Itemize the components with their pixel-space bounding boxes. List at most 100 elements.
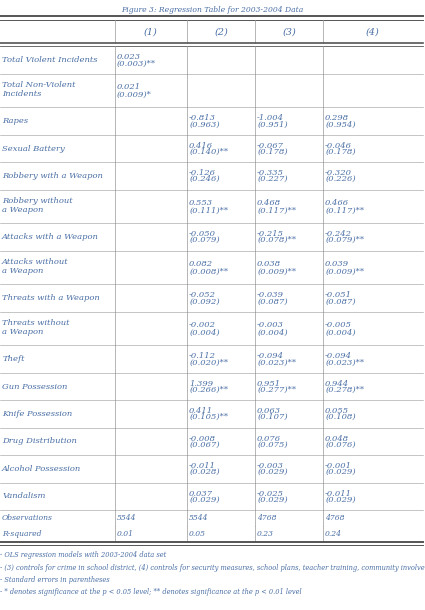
Text: Theft: Theft <box>2 355 25 363</box>
Text: (0.105)**: (0.105)** <box>189 414 228 422</box>
Text: Vandalism: Vandalism <box>2 492 45 500</box>
Text: (0.226): (0.226) <box>325 175 356 183</box>
Text: Knife Possession: Knife Possession <box>2 410 72 418</box>
Text: (0.108): (0.108) <box>325 414 356 422</box>
Text: 4768: 4768 <box>257 514 277 522</box>
Text: -0.335: -0.335 <box>257 169 284 178</box>
Text: 0.24: 0.24 <box>325 529 342 538</box>
Text: (0.008)**: (0.008)** <box>189 268 228 276</box>
Text: (0.963): (0.963) <box>189 120 220 129</box>
Text: -0.003: -0.003 <box>257 462 284 470</box>
Text: Robbery without
a Weapon: Robbery without a Weapon <box>2 196 73 214</box>
Text: (0.023)**: (0.023)** <box>257 359 296 367</box>
Text: (4): (4) <box>366 27 380 36</box>
Text: Threats without
a Weapon: Threats without a Weapon <box>2 318 70 336</box>
Text: Attacks with a Weapon: Attacks with a Weapon <box>2 233 99 241</box>
Text: (0.266)**: (0.266)** <box>189 386 228 394</box>
Text: Figure 3: Regression Table for 2003-2004 Data: Figure 3: Regression Table for 2003-2004… <box>122 6 303 14</box>
Text: (0.029): (0.029) <box>257 495 288 503</box>
Text: (0.029): (0.029) <box>325 468 356 476</box>
Text: (0.954): (0.954) <box>325 120 356 129</box>
Text: 5544: 5544 <box>117 514 136 522</box>
Text: (0.178): (0.178) <box>325 148 356 156</box>
Text: - (3) controls for crime in school district, (4) controls for security measures,: - (3) controls for crime in school distr… <box>0 564 425 572</box>
Text: -0.050: -0.050 <box>189 231 216 239</box>
Text: (0.029): (0.029) <box>189 495 220 503</box>
Text: (0.227): (0.227) <box>257 175 288 183</box>
Text: (0.004): (0.004) <box>189 329 220 337</box>
Text: 0.416: 0.416 <box>189 142 213 150</box>
Text: 0.063: 0.063 <box>257 407 281 415</box>
Text: Total Violent Incidents: Total Violent Incidents <box>2 56 98 64</box>
Text: -0.005: -0.005 <box>325 321 352 329</box>
Text: (0.117)**: (0.117)** <box>257 207 296 215</box>
Text: (0.092): (0.092) <box>189 298 220 306</box>
Text: (0.178): (0.178) <box>257 148 288 156</box>
Text: Rapes: Rapes <box>2 117 28 125</box>
Text: 0.553: 0.553 <box>189 199 213 207</box>
Text: (0.004): (0.004) <box>257 329 288 337</box>
Text: -0.112: -0.112 <box>189 353 216 361</box>
Text: 0.05: 0.05 <box>189 529 206 538</box>
Text: 0.951: 0.951 <box>257 380 281 388</box>
Text: 0.023: 0.023 <box>117 53 141 62</box>
Text: - * denotes significance at the p < 0.05 level; ** denotes significance at the p: - * denotes significance at the p < 0.05… <box>0 588 302 596</box>
Text: 0.076: 0.076 <box>257 435 281 443</box>
Text: (0.029): (0.029) <box>325 495 356 503</box>
Text: 0.038: 0.038 <box>257 260 281 268</box>
Text: -0.039: -0.039 <box>257 292 284 300</box>
Text: -0.813: -0.813 <box>189 115 216 123</box>
Text: 0.23: 0.23 <box>257 529 274 538</box>
Text: (0.951): (0.951) <box>257 120 288 129</box>
Text: (0.078)**: (0.078)** <box>257 236 296 245</box>
Text: (0.140)**: (0.140)** <box>189 148 228 156</box>
Text: (0.003)**: (0.003)** <box>117 59 156 67</box>
Text: Alcohol Possession: Alcohol Possession <box>2 465 81 473</box>
Text: 0.021: 0.021 <box>117 83 141 92</box>
Text: -0.046: -0.046 <box>325 142 352 150</box>
Text: -0.094: -0.094 <box>257 353 284 361</box>
Text: 0.466: 0.466 <box>325 199 349 207</box>
Text: (0.079): (0.079) <box>189 236 220 245</box>
Text: 0.082: 0.082 <box>189 260 213 268</box>
Text: (0.020)**: (0.020)** <box>189 359 228 367</box>
Text: Observations: Observations <box>2 514 53 522</box>
Text: -0.001: -0.001 <box>325 462 352 470</box>
Text: -0.320: -0.320 <box>325 169 352 178</box>
Text: (0.009)*: (0.009)* <box>117 91 152 99</box>
Text: 5544: 5544 <box>189 514 209 522</box>
Text: -0.003: -0.003 <box>257 321 284 329</box>
Text: Drug Distribution: Drug Distribution <box>2 437 77 445</box>
Text: -0.011: -0.011 <box>189 462 216 470</box>
Text: (0.111)**: (0.111)** <box>189 207 228 215</box>
Text: (0.075): (0.075) <box>257 440 288 449</box>
Text: (0.277)**: (0.277)** <box>257 386 296 394</box>
Text: (0.029): (0.029) <box>257 468 288 476</box>
Text: 0.944: 0.944 <box>325 380 349 388</box>
Text: -0.011: -0.011 <box>325 489 352 498</box>
Text: (0.278)**: (0.278)** <box>325 386 364 394</box>
Text: -0.215: -0.215 <box>257 231 284 239</box>
Text: (0.107): (0.107) <box>257 414 288 422</box>
Text: (0.087): (0.087) <box>325 298 356 306</box>
Text: (0.079)**: (0.079)** <box>325 236 364 245</box>
Text: - OLS regression models with 2003-2004 data set: - OLS regression models with 2003-2004 d… <box>0 551 166 559</box>
Text: -0.094: -0.094 <box>325 353 352 361</box>
Text: -0.025: -0.025 <box>257 489 284 498</box>
Text: (2): (2) <box>214 27 228 36</box>
Text: (0.246): (0.246) <box>189 175 220 183</box>
Text: -0.002: -0.002 <box>189 321 216 329</box>
Text: 0.055: 0.055 <box>325 407 349 415</box>
Text: (0.117)**: (0.117)** <box>325 207 364 215</box>
Text: - Standard errors in parentheses: - Standard errors in parentheses <box>0 576 110 584</box>
Text: 0.01: 0.01 <box>117 529 134 538</box>
Text: 0.048: 0.048 <box>325 435 349 443</box>
Text: -0.052: -0.052 <box>189 292 216 300</box>
Text: (0.009)**: (0.009)** <box>257 268 296 276</box>
Text: (0.004): (0.004) <box>325 329 356 337</box>
Text: 1.399: 1.399 <box>189 380 213 388</box>
Text: -0.051: -0.051 <box>325 292 352 300</box>
Text: (0.067): (0.067) <box>189 440 220 449</box>
Text: (3): (3) <box>282 27 296 36</box>
Text: (0.009)**: (0.009)** <box>325 268 364 276</box>
